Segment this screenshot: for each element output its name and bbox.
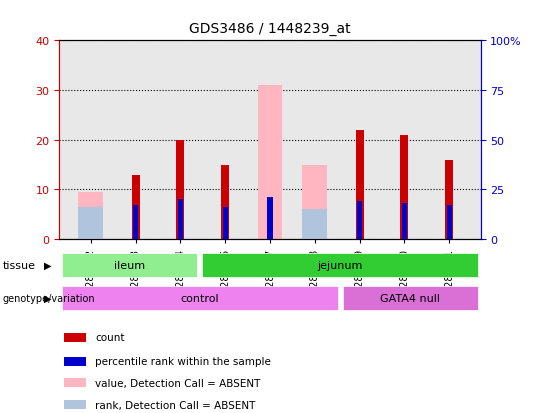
Bar bbox=[302, 210, 327, 240]
Bar bbox=[302, 165, 327, 240]
Bar bbox=[177, 140, 185, 240]
Bar bbox=[402, 204, 407, 240]
Bar bbox=[447, 206, 452, 240]
Bar bbox=[78, 208, 103, 240]
Bar bbox=[445, 160, 453, 240]
Bar bbox=[355, 131, 363, 240]
Bar bbox=[62, 286, 338, 311]
Text: control: control bbox=[180, 293, 219, 304]
Bar bbox=[133, 206, 138, 240]
Bar bbox=[267, 198, 273, 240]
Text: ileum: ileum bbox=[114, 260, 145, 271]
Text: jejunum: jejunum bbox=[318, 260, 363, 271]
Bar bbox=[222, 208, 228, 240]
Text: count: count bbox=[95, 332, 125, 342]
Bar bbox=[132, 175, 140, 240]
Bar bbox=[62, 253, 198, 278]
Bar bbox=[202, 253, 478, 278]
Text: rank, Detection Call = ABSENT: rank, Detection Call = ABSENT bbox=[95, 400, 255, 410]
Text: ▶: ▶ bbox=[44, 293, 52, 303]
Bar bbox=[400, 135, 408, 240]
Text: genotype/variation: genotype/variation bbox=[3, 293, 96, 303]
Bar bbox=[64, 357, 85, 366]
Bar bbox=[64, 378, 85, 387]
Bar bbox=[178, 200, 183, 240]
Text: percentile rank within the sample: percentile rank within the sample bbox=[95, 356, 271, 366]
Text: value, Detection Call = ABSENT: value, Detection Call = ABSENT bbox=[95, 378, 260, 388]
Text: GATA4 null: GATA4 null bbox=[380, 293, 441, 304]
Bar bbox=[221, 165, 229, 240]
Text: ▶: ▶ bbox=[44, 260, 52, 270]
Text: tissue: tissue bbox=[3, 260, 36, 270]
Bar bbox=[78, 192, 103, 240]
Bar bbox=[64, 333, 85, 342]
Bar bbox=[357, 202, 362, 240]
Bar bbox=[342, 286, 478, 311]
Bar bbox=[258, 86, 282, 240]
Title: GDS3486 / 1448239_at: GDS3486 / 1448239_at bbox=[189, 22, 351, 36]
Bar bbox=[64, 400, 85, 409]
